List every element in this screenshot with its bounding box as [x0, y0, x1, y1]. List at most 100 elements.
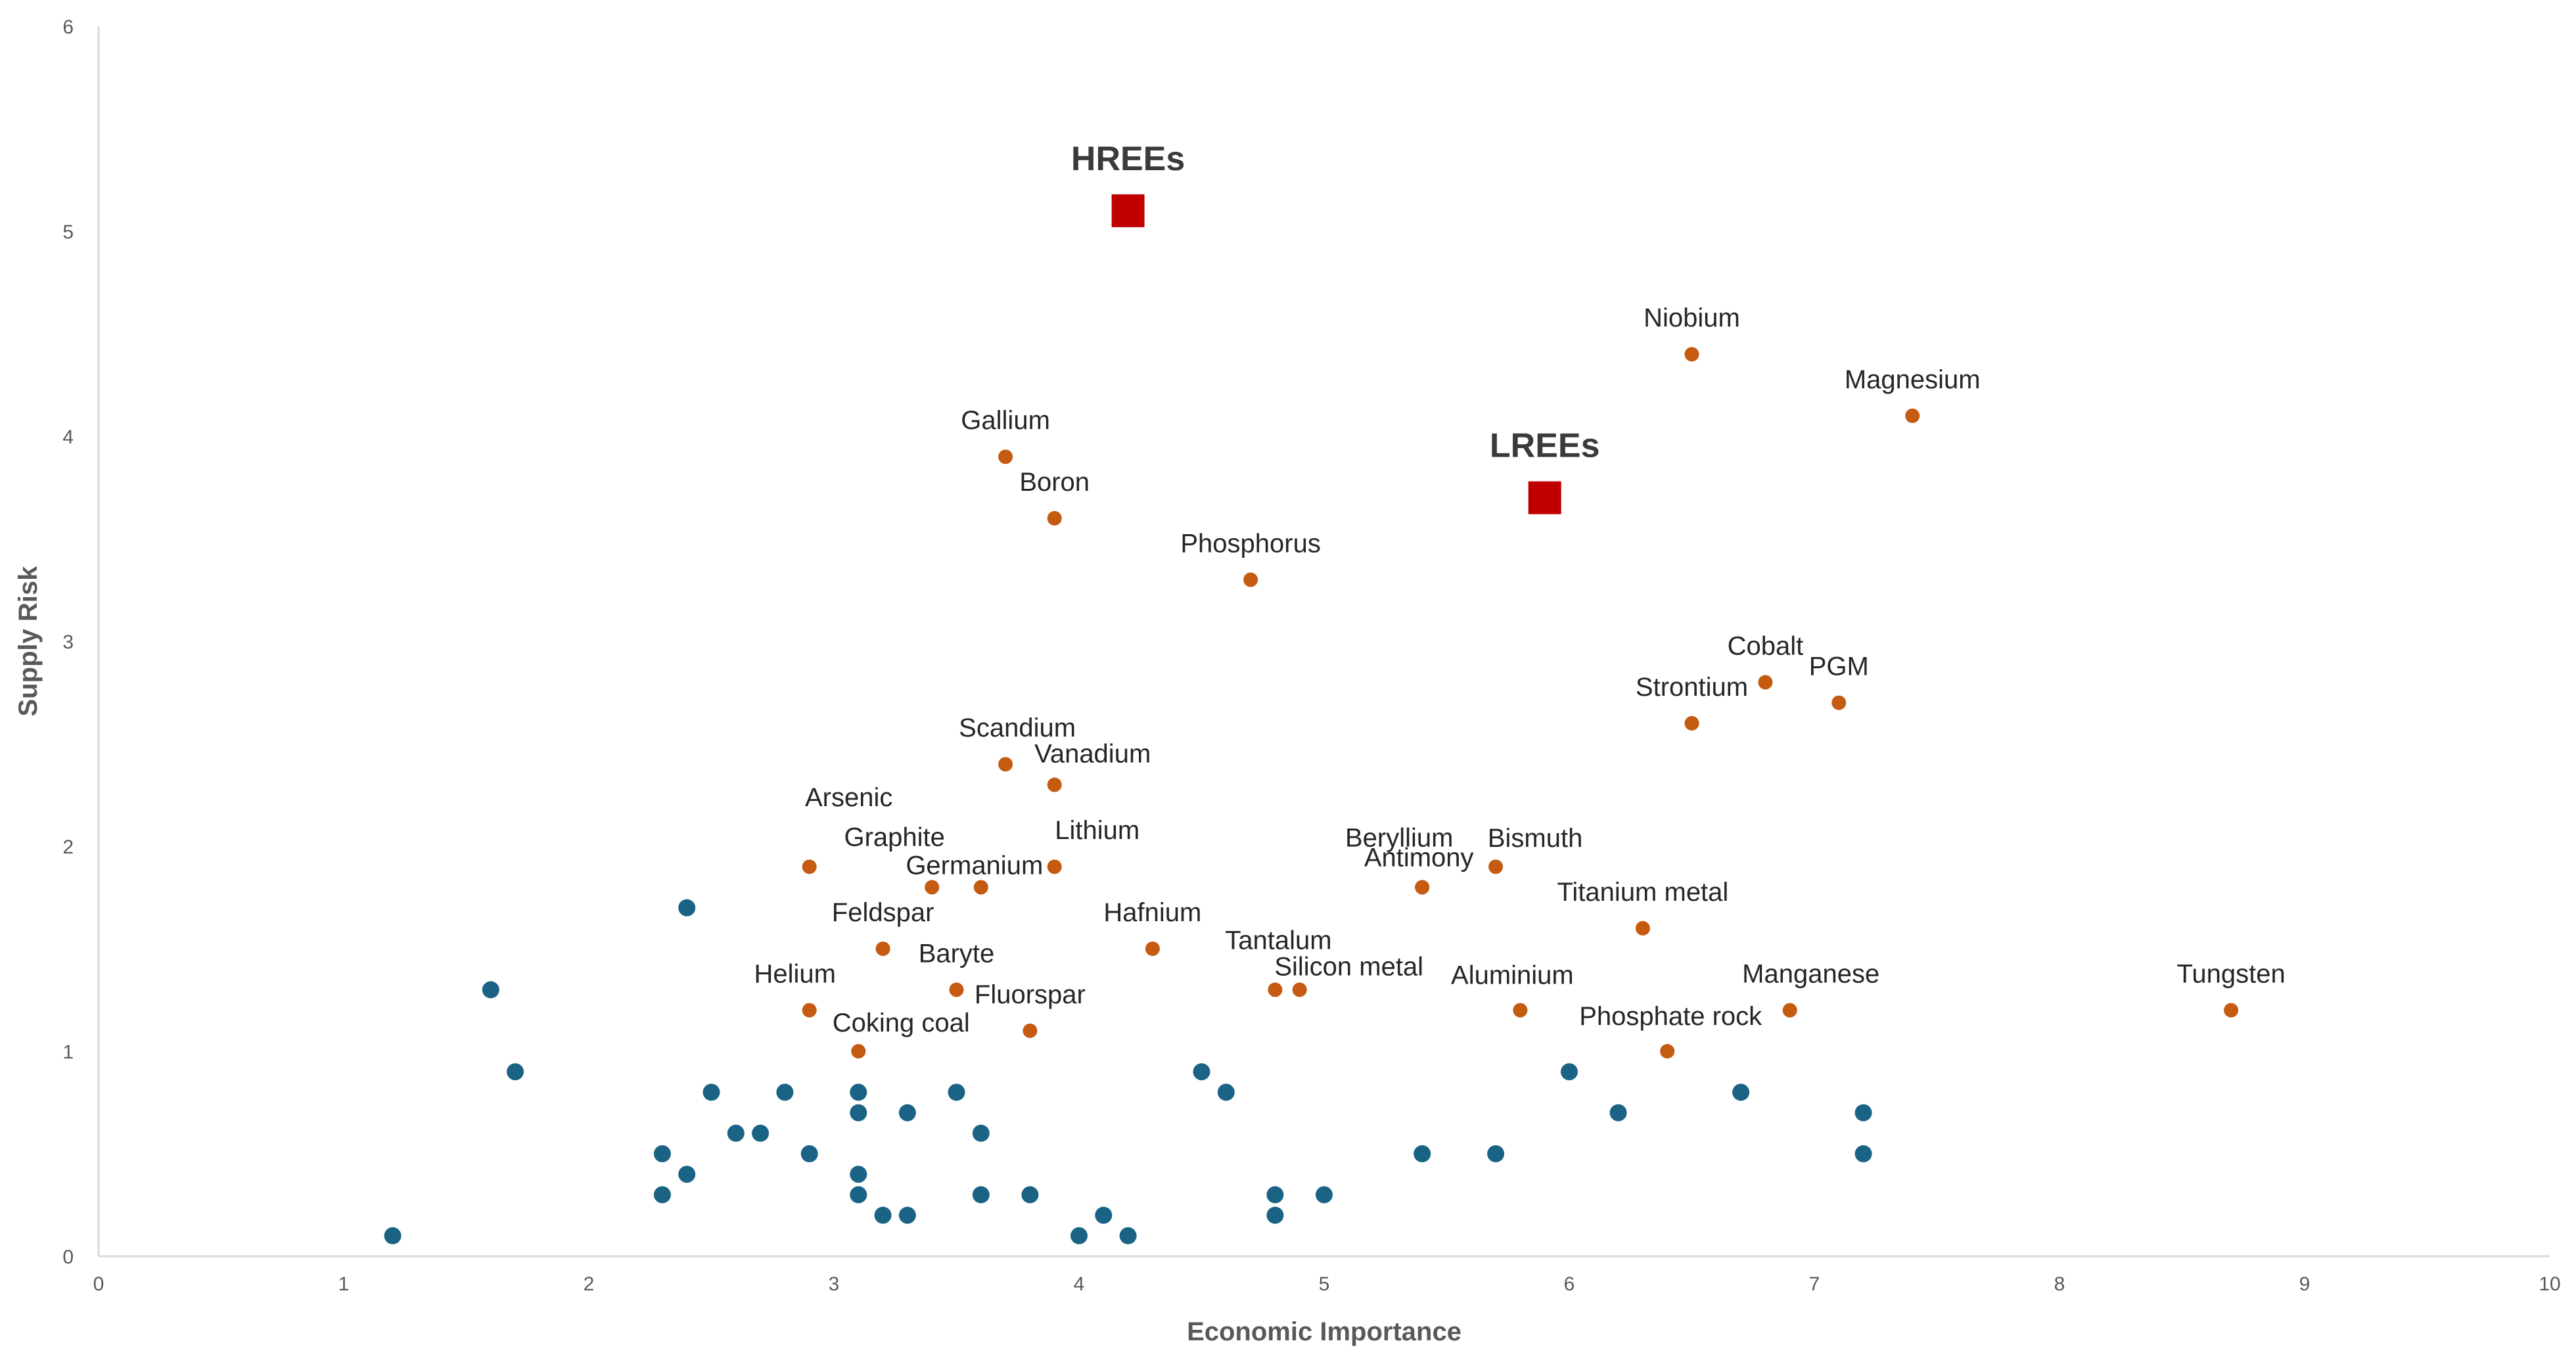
non-critical-point [727, 1124, 745, 1142]
critical-material: Aluminium [1451, 961, 1574, 1018]
non-critical-point [1854, 1145, 1872, 1162]
critical-point [1292, 982, 1307, 997]
critical-point [1047, 777, 1062, 792]
non-critical-point [1316, 1186, 1333, 1204]
point-label: PGM [1809, 652, 1869, 681]
non-critical-point [678, 899, 696, 917]
critical-material: Cobalt [1728, 631, 1804, 690]
critical-material: Phosphate rock [1579, 1002, 1762, 1058]
point-label: Antimony [1364, 843, 1474, 872]
non-critical-point [948, 1083, 965, 1101]
critical-material: Tantalum [1225, 926, 1332, 997]
point-label: Niobium [1644, 304, 1740, 332]
non-critical-point [898, 1206, 916, 1224]
point-label: Vanadium [1034, 739, 1151, 768]
critical-point [998, 757, 1013, 772]
point-label: Cobalt [1728, 631, 1804, 660]
critical-material: PGM [1809, 652, 1869, 710]
critical-material: Boron [1019, 468, 1090, 526]
y-tick-label: 5 [62, 221, 74, 243]
x-tick-label: 1 [338, 1273, 350, 1295]
x-tick-label: 3 [829, 1273, 840, 1295]
non-critical-point [653, 1186, 671, 1204]
point-label: Germanium [906, 851, 1043, 880]
critical-material: Manganese [1742, 960, 1879, 1018]
point-label: Coking coal [833, 1009, 970, 1037]
critical-material: Antimony [1364, 843, 1474, 895]
non-critical-point [1095, 1206, 1113, 1224]
critical-point [1145, 942, 1160, 956]
non-critical-point [1609, 1104, 1627, 1122]
x-tick-label: 10 [2539, 1273, 2560, 1295]
point-label: Arsenic [805, 783, 892, 812]
non-critical-point [653, 1145, 671, 1162]
critical-material: Phosphorus [1180, 529, 1321, 587]
non-critical-point [1561, 1063, 1578, 1081]
critical-material: Hafnium [1103, 898, 1201, 956]
critical-point [851, 1044, 866, 1058]
non-critical-point [1732, 1083, 1750, 1101]
critical-point [1023, 1023, 1038, 1038]
non-critical-point [850, 1166, 867, 1183]
critical-material: Titanium metal [1557, 878, 1728, 936]
x-tick-label: 8 [2054, 1273, 2065, 1295]
non-critical-point [874, 1206, 892, 1224]
x-tick-labels: 0 1 2 3 4 5 6 7 8 9 10 [93, 1273, 2561, 1295]
critical-material: Silicon metal [1274, 952, 1423, 997]
non-critical-point [1021, 1186, 1039, 1204]
ree-marker [1528, 481, 1561, 514]
x-tick-label: 9 [2299, 1273, 2311, 1295]
point-label: Graphite [844, 823, 944, 852]
critical-material: Strontium [1636, 673, 1748, 731]
critical-point [1488, 859, 1504, 875]
non-critical-point [702, 1083, 720, 1101]
y-tick-label: 2 [62, 836, 74, 858]
non-critical-point [482, 981, 499, 999]
point-label: Magnesium [1845, 365, 1981, 394]
non-critical-point [850, 1186, 867, 1204]
point-label: Scandium [959, 714, 1076, 742]
non-critical-point [1414, 1145, 1431, 1162]
point-label: Helium [754, 960, 835, 989]
point-label: Hafnium [1103, 898, 1201, 927]
critical-material: Gallium [961, 406, 1050, 465]
non-critical-point [678, 1166, 696, 1183]
critical-point [1831, 695, 1847, 710]
point-label: Beryllium [1345, 823, 1453, 852]
x-tick-label: 2 [584, 1273, 595, 1295]
critical-point [1660, 1044, 1675, 1058]
x-tick-label: 5 [1319, 1273, 1330, 1295]
x-tick-label: 7 [1809, 1273, 1820, 1295]
y-tick-label: 0 [62, 1246, 74, 1268]
critical-point [1635, 921, 1650, 936]
non-critical-point [850, 1083, 867, 1101]
critical-point [925, 880, 940, 895]
point-label: Phosphate rock [1579, 1002, 1762, 1031]
critical-point [1782, 1003, 1797, 1018]
critical-material: Baryte [919, 939, 994, 997]
non-critical-point [800, 1145, 818, 1162]
critical-point [875, 942, 890, 956]
critical-point [1268, 982, 1283, 997]
critical-points: Niobium Magnesium Gallium Boron Phosphorus Co… [754, 304, 2286, 1058]
non-critical-point [507, 1063, 524, 1081]
non-critical-point [1217, 1083, 1235, 1101]
y-tick-label: 4 [62, 426, 74, 448]
non-critical-point [1193, 1063, 1210, 1081]
critical-point [802, 1003, 817, 1018]
ree-marker [1111, 194, 1145, 227]
ree-group: LREEs [1490, 427, 1600, 514]
critical-point [1684, 716, 1699, 731]
point-label: Gallium [961, 406, 1050, 435]
point-label: Tungsten [2176, 960, 2285, 989]
point-label: Manganese [1742, 960, 1879, 989]
critical-material: Lithium [1047, 816, 1139, 875]
critical-point [1684, 347, 1699, 362]
y-tick-labels: 0 1 2 3 4 5 6 [62, 16, 74, 1268]
non-critical-point [972, 1186, 990, 1204]
non-critical-point [1266, 1206, 1284, 1224]
critical-point [802, 859, 817, 875]
point-label: Silicon metal [1274, 952, 1423, 981]
non-critical-point [1854, 1104, 1872, 1122]
